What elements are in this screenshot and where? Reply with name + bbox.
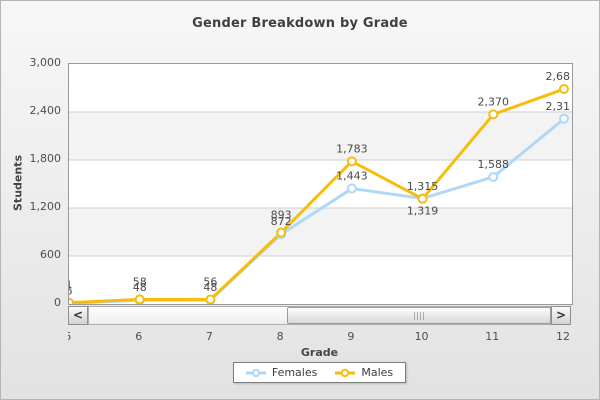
data-point-marker-males[interactable]	[346, 156, 357, 167]
data-point-marker-males[interactable]	[134, 294, 145, 304]
data-point-marker-females[interactable]	[488, 171, 499, 182]
grid-band	[69, 208, 572, 256]
x-tick-label: 8	[276, 330, 284, 343]
data-label-males: 2,370	[478, 95, 510, 108]
chart-title: Gender Breakdown by Grade	[192, 16, 408, 31]
data-point-marker-males[interactable]	[69, 297, 74, 304]
data-label-males: 56	[203, 276, 217, 289]
grid-band	[69, 112, 572, 160]
x-axis-title: Grade	[300, 346, 339, 359]
chevron-right-icon: >	[555, 308, 567, 322]
data-label-females: 48	[133, 281, 147, 294]
chart-plot-svg: 61485848568728931,4431,7831,3191,3151,58…	[69, 64, 572, 304]
x-axis-scrollbar: < >	[68, 306, 571, 325]
legend-box: Females Males	[232, 362, 407, 383]
thumb-grip-icon	[420, 311, 421, 320]
data-point-marker-males[interactable]	[276, 227, 287, 238]
data-point-marker-females[interactable]	[346, 183, 357, 194]
thumb-grip-icon	[417, 311, 418, 320]
y-tick-label: 1,800	[29, 152, 62, 165]
x-tick-label: 12	[556, 330, 570, 343]
scroll-left-button[interactable]: <	[68, 306, 88, 325]
legend-marker-icon	[335, 368, 356, 377]
grid-band	[69, 160, 572, 208]
legend: Females Males	[68, 362, 571, 383]
data-point-marker-males[interactable]	[559, 84, 569, 95]
data-label-females: 6	[69, 284, 73, 297]
legend-item-males[interactable]: Males	[335, 366, 393, 379]
data-label-females: 2,31	[546, 100, 571, 113]
data-label-males: 58	[133, 275, 147, 288]
data-point-marker-males[interactable]	[488, 109, 499, 120]
scrollbar-thumb[interactable]	[287, 307, 551, 324]
data-label-males: 1,783	[336, 142, 368, 155]
x-tick-label: 5	[68, 330, 72, 343]
data-label-females: 1,588	[478, 158, 510, 171]
y-tick-label: 0	[54, 296, 61, 309]
plot-area: 61485848568728931,4431,7831,3191,3151,58…	[68, 63, 573, 305]
data-label-males: 2,68	[546, 70, 571, 83]
data-point-marker-females[interactable]	[559, 113, 569, 124]
series-line-males	[69, 87, 566, 304]
x-tick-label: 6	[135, 330, 143, 343]
data-label-males: 1,315	[407, 180, 439, 193]
data-label-females: 1,443	[336, 170, 368, 183]
thumb-grip-icon	[423, 311, 424, 320]
y-tick-label: 2,400	[29, 104, 62, 117]
data-label-females: 1,319	[407, 204, 439, 217]
grid-band	[69, 64, 572, 112]
y-tick-label: 3,000	[29, 56, 62, 69]
legend-label: Males	[361, 366, 394, 379]
x-tick-label: 9	[347, 330, 355, 343]
data-point-marker-males[interactable]	[417, 193, 428, 204]
legend-item-females[interactable]: Females	[245, 366, 318, 379]
data-label-males: 1	[69, 279, 73, 292]
legend-label: Females	[271, 366, 318, 379]
data-label-females: 872	[271, 215, 292, 228]
scrollbar-track[interactable]	[88, 306, 551, 325]
x-tick-label: 11	[485, 330, 500, 343]
x-tick-label: 7	[205, 330, 213, 343]
legend-marker-icon	[245, 368, 266, 377]
data-label-males: 893	[271, 209, 292, 222]
data-label-females: 48	[203, 281, 217, 294]
chevron-left-icon: <	[72, 308, 84, 322]
data-point-marker-males[interactable]	[205, 294, 216, 304]
y-tick-label: 600	[40, 248, 61, 261]
x-axis-tick-labels: 5 6 7 8 9 10 11 12	[68, 330, 571, 344]
thumb-grip-icon	[414, 311, 415, 320]
y-tick-label: 1,200	[29, 200, 62, 213]
grid-band	[69, 256, 572, 304]
x-tick-label: 10	[414, 330, 429, 343]
scroll-right-button[interactable]: >	[551, 306, 571, 325]
